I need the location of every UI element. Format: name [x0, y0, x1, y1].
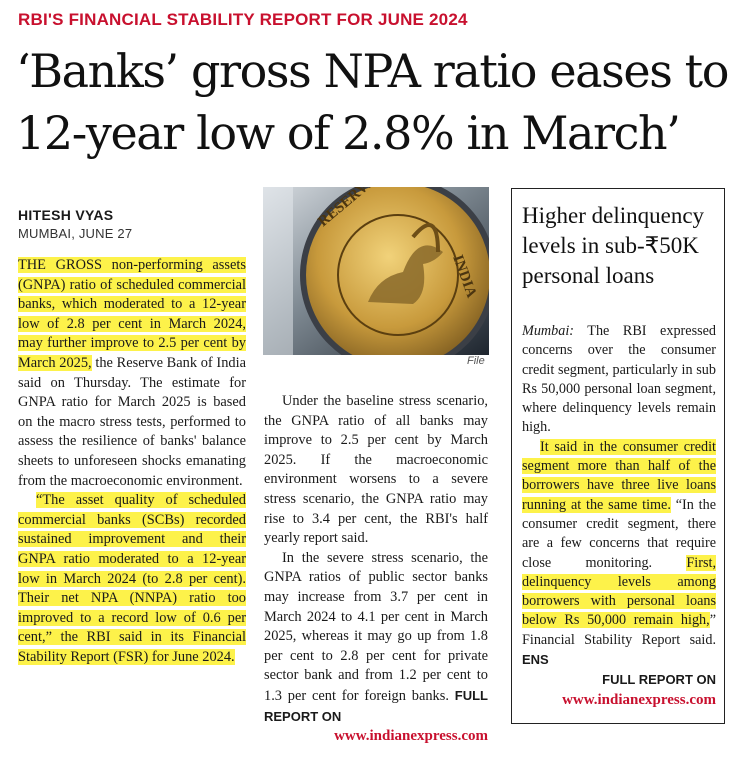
article-column-2: Under the baseline stress scenario, the …: [264, 392, 488, 747]
photo-credit: File: [467, 355, 485, 367]
rbi-seal-photo: RESERVE INDIA: [263, 187, 489, 355]
article-column-1: THE GROSS non-performing assets (GNPA) r…: [18, 256, 246, 667]
sidebar-paragraph-1: Mumbai: The RBI expressed concerns over …: [522, 322, 716, 438]
full-report-label: FULL REPORT ON: [264, 687, 488, 724]
highlighted-quote: “The asset quality of scheduled commerci…: [18, 492, 246, 665]
highlighted-text: THE GROSS non-performing assets (GNPA) r…: [18, 257, 246, 371]
sidebar-paragraph-2: It said in the consumer credit segment m…: [522, 438, 716, 671]
paragraph-text: “In the consumer credit segment, there a…: [522, 496, 716, 571]
sidebar-box: Higher delinquency levels in sub-₹50K pe…: [511, 188, 725, 724]
author-name: HITESH VYAS: [18, 207, 114, 223]
dateline: MUMBAI, JUNE 27: [18, 226, 133, 241]
paragraph-2: “The asset quality of scheduled commerci…: [18, 491, 246, 667]
sidebar-report-row: FULL REPORT ON: [522, 670, 716, 690]
sidebar-full-report-label: FULL REPORT ON: [602, 672, 716, 688]
paragraph-text: The RBI expressed concerns over the cons…: [522, 323, 716, 436]
kicker: RBI'S FINANCIAL STABILITY REPORT FOR JUN…: [18, 10, 468, 29]
agency-tag: ENS: [522, 652, 549, 668]
paragraph-4: In the severe stress scenario, the GNPA …: [264, 549, 488, 727]
rbi-seal-icon: RESERVE INDIA: [263, 187, 489, 355]
byline: HITESH VYAS MUMBAI, JUNE 27: [18, 207, 132, 241]
sidebar-dateline: Mumbai:: [522, 323, 575, 339]
paragraph-1: THE GROSS non-performing assets (GNPA) r…: [18, 256, 246, 491]
sidebar-title: Higher delinquency levels in sub-₹50K pe…: [522, 203, 705, 288]
paragraph-text: In the severe stress scenario, the GNPA …: [264, 549, 488, 704]
paragraph-text: the Reserve Bank of India said on Thursd…: [18, 354, 246, 489]
paragraph-3: Under the baseline stress scenario, the …: [264, 393, 488, 547]
headline: ‘Banks’ gross NPA ratio eases to 12-year…: [16, 44, 729, 160]
article-link[interactable]: www.indianexpress.com: [334, 728, 488, 745]
paragraph-text: ” Financial Stability Report said.: [522, 612, 716, 648]
url-row: www.indianexpress.com: [264, 727, 488, 747]
sidebar-url-row: www.indianexpress.com: [522, 691, 716, 710]
sidebar-link[interactable]: www.indianexpress.com: [562, 691, 716, 708]
sidebar-body: Mumbai: The RBI expressed concerns over …: [522, 322, 716, 710]
